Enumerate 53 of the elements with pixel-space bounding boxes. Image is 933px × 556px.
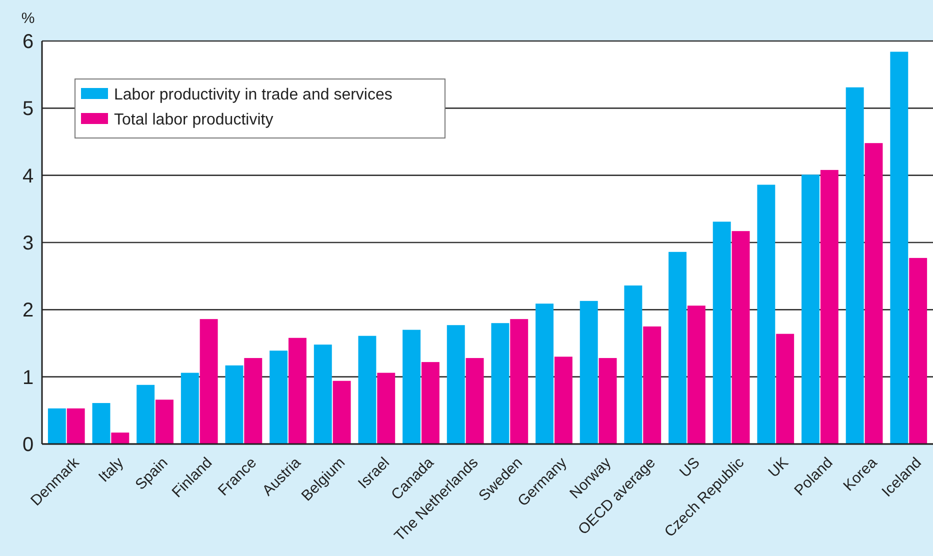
legend-label: Labor productivity in trade and services	[114, 86, 392, 104]
bar	[491, 323, 510, 444]
bar	[314, 344, 332, 444]
bar	[820, 170, 838, 444]
bar	[358, 336, 376, 444]
y-tick-label: 1	[22, 366, 34, 389]
y-axis-title: %	[21, 10, 35, 27]
y-tick-label: 4	[22, 165, 34, 188]
bar	[225, 365, 244, 444]
y-tick-label: 5	[22, 98, 34, 120]
bar	[536, 304, 554, 444]
bar	[180, 372, 199, 444]
x-tick-label: Italy	[95, 454, 128, 486]
bar	[757, 184, 776, 444]
bar	[332, 380, 351, 444]
bar	[111, 432, 130, 444]
bar	[402, 330, 421, 444]
bar	[624, 285, 642, 444]
bar	[421, 362, 440, 444]
bar	[732, 231, 750, 444]
bar	[712, 222, 731, 444]
bar	[864, 143, 883, 444]
bar	[156, 400, 174, 444]
bar	[909, 258, 928, 444]
y-tick-label: 3	[22, 232, 34, 254]
bar	[554, 356, 572, 444]
y-tick-label: 6	[22, 31, 34, 53]
bar	[466, 358, 484, 444]
bar	[446, 325, 465, 444]
bar	[846, 87, 864, 444]
bar	[510, 319, 528, 444]
bar	[244, 358, 262, 444]
x-tick-label: UK	[765, 454, 792, 481]
bar	[668, 252, 687, 444]
bar	[802, 174, 820, 444]
bar	[48, 408, 66, 444]
bar	[66, 408, 85, 444]
y-tick-label: 0	[22, 434, 34, 456]
bar	[200, 319, 218, 444]
bar	[890, 52, 908, 444]
legend-label: Total labor productivity	[114, 112, 274, 129]
bar	[776, 334, 794, 444]
bar	[377, 372, 396, 444]
bar	[580, 300, 598, 444]
bar	[92, 403, 110, 444]
y-tick-label: 2	[22, 300, 34, 322]
bar	[288, 338, 306, 444]
bar	[598, 358, 617, 444]
bar	[687, 306, 706, 444]
bar	[270, 350, 288, 444]
bar	[136, 384, 155, 444]
bar	[643, 326, 662, 444]
x-tick-label: US	[676, 454, 704, 481]
